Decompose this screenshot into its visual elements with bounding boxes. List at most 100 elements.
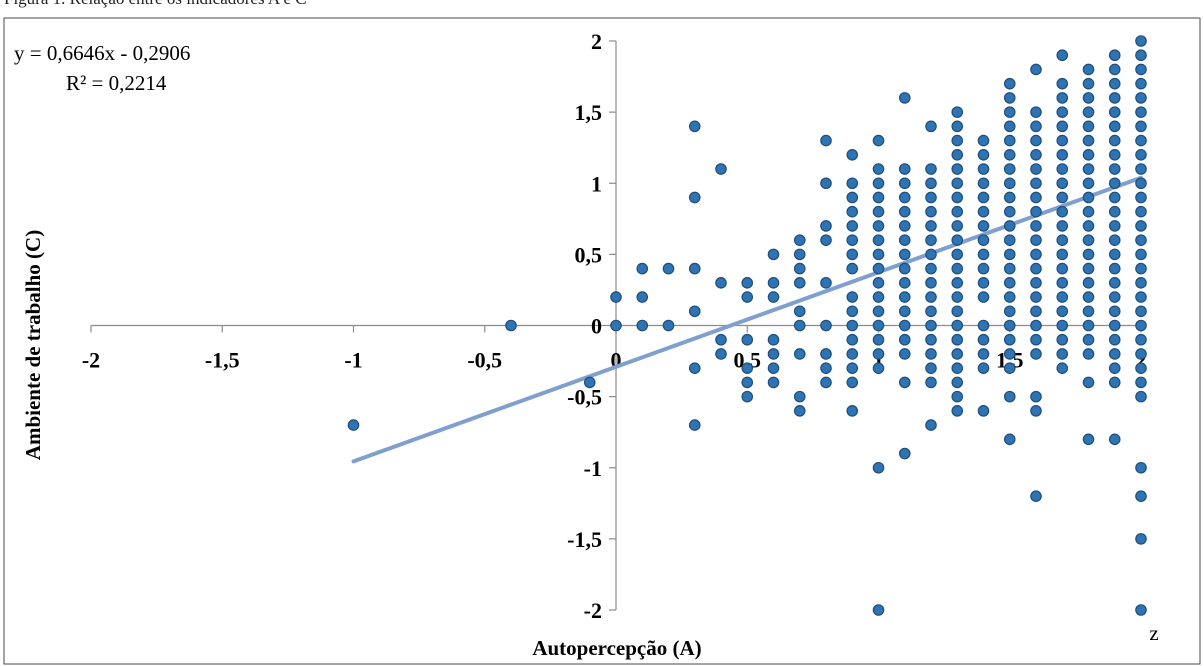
data-point (715, 333, 727, 346)
data-point (1108, 348, 1121, 360)
data-point (846, 177, 859, 190)
data-point (951, 348, 964, 360)
data-point (846, 262, 859, 275)
data-point (793, 262, 806, 275)
data-point (846, 362, 859, 374)
data-point (741, 291, 754, 303)
data-point (1030, 405, 1042, 417)
data-point (820, 362, 832, 374)
data-point (820, 277, 832, 289)
data-point (925, 291, 937, 303)
data-point (1056, 333, 1069, 346)
x-tick-label: -1,5 (205, 348, 240, 373)
data-point (1135, 490, 1147, 502)
data-point (820, 220, 832, 232)
data-point (793, 319, 806, 332)
data-point (1108, 120, 1121, 133)
data-point (793, 248, 806, 261)
data-point (951, 319, 964, 332)
data-point (1082, 149, 1095, 161)
data-point (1056, 277, 1069, 289)
data-point (872, 234, 885, 246)
data-point (925, 376, 937, 389)
data-point (820, 319, 832, 332)
data-point (951, 362, 964, 374)
data-point (662, 319, 675, 332)
data-point (872, 248, 885, 261)
data-point (951, 205, 964, 218)
data-point (1108, 319, 1121, 332)
data-point (846, 234, 859, 246)
data-point (1030, 319, 1042, 332)
x-tick-label: -0,5 (467, 348, 502, 373)
data-point (1082, 433, 1095, 446)
data-point (846, 376, 859, 389)
data-point (1030, 177, 1042, 190)
data-point (1003, 77, 1016, 90)
data-point (1003, 433, 1016, 446)
data-point (1003, 390, 1016, 403)
data-point (898, 177, 911, 190)
data-point (820, 177, 832, 190)
data-point (1108, 262, 1121, 275)
data-point (846, 149, 859, 161)
data-point (1135, 604, 1147, 616)
data-point (1135, 234, 1147, 246)
data-point (1003, 177, 1016, 190)
data-point (977, 205, 990, 218)
y-tick-label: -1,5 (567, 527, 602, 552)
data-point (1082, 376, 1095, 389)
y-axis-title: Ambiente de trabalho (C) (21, 230, 45, 460)
data-point (688, 362, 701, 374)
data-point (1108, 333, 1121, 346)
data-point (1030, 163, 1042, 175)
data-point (793, 348, 806, 360)
data-point (1082, 291, 1095, 303)
data-point (1030, 134, 1042, 147)
data-point (846, 305, 859, 318)
data-point (636, 291, 649, 303)
data-point (1108, 63, 1121, 76)
data-point (1056, 134, 1069, 147)
data-point (1108, 234, 1121, 246)
data-point (898, 92, 911, 104)
y-tick-label: 2 (591, 29, 602, 54)
data-point (925, 419, 937, 431)
data-point (1082, 220, 1095, 232)
data-point (1056, 220, 1069, 232)
data-point (872, 191, 885, 204)
data-point (872, 362, 885, 374)
data-point (1135, 205, 1147, 218)
data-point (1082, 234, 1095, 246)
data-point (872, 262, 885, 275)
data-point (1135, 333, 1147, 346)
data-point (610, 319, 622, 332)
data-point (1108, 77, 1121, 90)
data-point (1056, 305, 1069, 318)
y-tick-label: 1,5 (575, 100, 603, 125)
data-point (1056, 106, 1069, 118)
data-point (793, 305, 806, 318)
data-point (1056, 262, 1069, 275)
data-point (767, 248, 780, 261)
data-point (1135, 220, 1147, 232)
data-point (925, 177, 937, 190)
data-point (1135, 305, 1147, 318)
data-point (1082, 348, 1095, 360)
data-point (977, 134, 990, 147)
data-point (872, 348, 885, 360)
data-point (846, 333, 859, 346)
data-point (1135, 262, 1147, 275)
data-point (977, 319, 990, 332)
data-point (951, 120, 964, 133)
data-point (1135, 348, 1147, 360)
data-point (951, 134, 964, 147)
data-point (1003, 106, 1016, 118)
data-point (925, 163, 937, 175)
data-point (925, 277, 937, 289)
data-point (951, 248, 964, 261)
data-point (347, 419, 360, 431)
data-point (767, 376, 780, 389)
data-point (1030, 305, 1042, 318)
data-point (872, 291, 885, 303)
